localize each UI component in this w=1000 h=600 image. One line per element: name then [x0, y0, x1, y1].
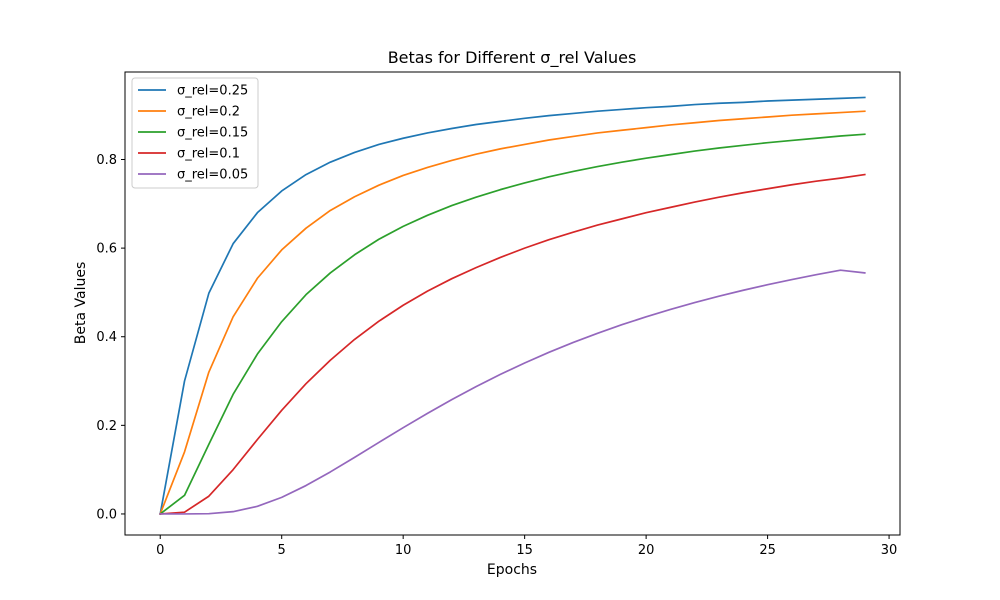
series-line-0 — [159, 96, 866, 515]
y-tick-label: 0.0 — [96, 507, 117, 522]
legend-box — [131, 77, 259, 189]
series-line-3 — [159, 173, 866, 515]
y-tick-label: 0.8 — [96, 153, 117, 168]
axes-frame — [124, 71, 901, 536]
x-tick-label: 20 — [638, 543, 655, 558]
x-axis-ticks: 0 5 10 15 20 25 30 — [156, 535, 897, 558]
legend: σ_rel=0.25 σ_rel=0.2 σ_rel=0.15 σ_rel=0.1 σ_… — [131, 77, 259, 189]
y-axis-ticks: 0.0 0.2 0.4 0.6 0.8 — [96, 153, 125, 522]
x-tick-label: 15 — [516, 543, 533, 558]
y-tick-label: 0.2 — [96, 419, 117, 434]
x-tick-label: 25 — [759, 543, 776, 558]
series-line-4 — [159, 269, 866, 515]
x-tick-label: 5 — [278, 543, 286, 558]
legend-label-1: σ_rel=0.2 — [177, 105, 240, 120]
legend-label-3: σ_rel=0.1 — [177, 147, 240, 162]
series-line-1 — [159, 110, 866, 516]
y-tick-label: 0.4 — [96, 330, 117, 345]
legend-label-0: σ_rel=0.25 — [177, 84, 248, 99]
x-tick-label: 30 — [881, 543, 898, 558]
series-lines — [159, 96, 866, 516]
y-tick-label: 0.6 — [96, 242, 117, 257]
legend-label-2: σ_rel=0.15 — [177, 126, 248, 141]
chart-title: Betas for Different σ_rel Values — [388, 48, 637, 68]
x-tick-label: 10 — [395, 543, 412, 558]
series-line-2 — [159, 133, 866, 516]
y-axis-label: Beta Values — [73, 262, 89, 344]
x-tick-label: 0 — [156, 543, 164, 558]
legend-label-4: σ_rel=0.05 — [177, 168, 248, 183]
x-axis-label: Epochs — [487, 562, 537, 578]
